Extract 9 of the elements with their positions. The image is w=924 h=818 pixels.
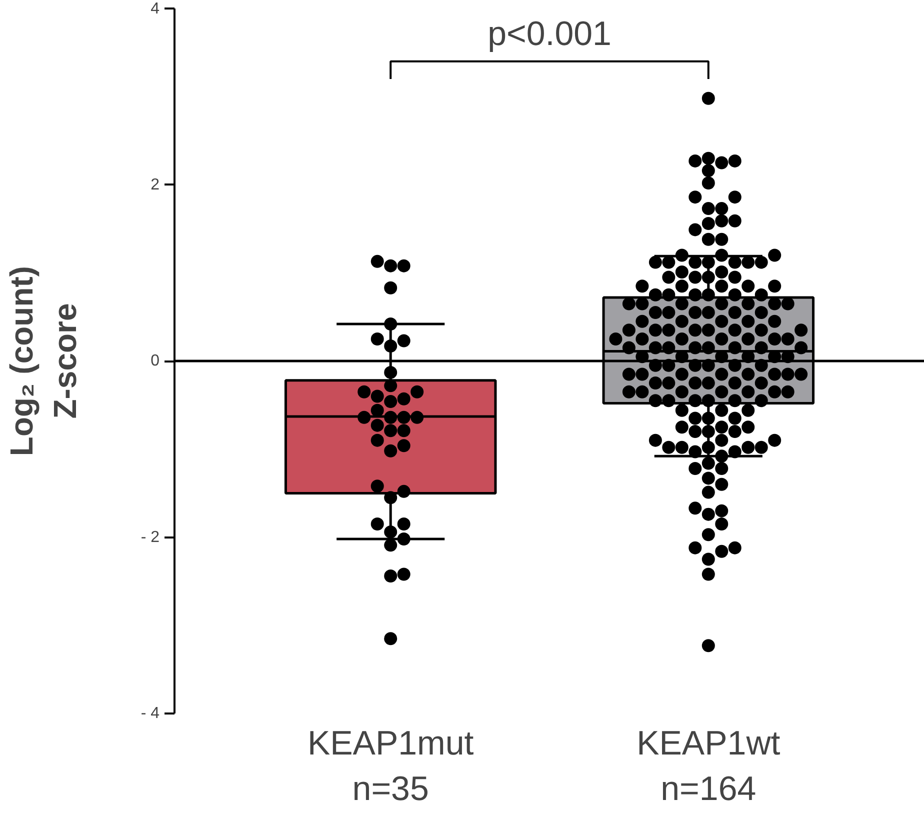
y-tick-label: 4 xyxy=(150,0,160,18)
y-tick-label: - 2 xyxy=(140,528,160,546)
y-tick-label: 2 xyxy=(150,176,160,194)
y-axis-title: Log₂ (count) Z-score xyxy=(4,266,83,456)
x-tick-label: KEAP1mut n=35 xyxy=(307,724,474,808)
y-tick-label: 0 xyxy=(150,352,160,370)
x-tick-label: KEAP1wt n=164 xyxy=(636,724,781,808)
y-tick-label: - 4 xyxy=(140,705,160,722)
annotation: p<0.001 xyxy=(488,14,612,53)
